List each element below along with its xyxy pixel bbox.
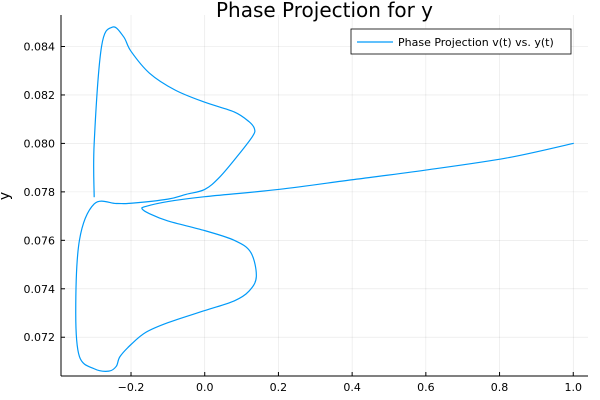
- chart-title: Phase Projection for y: [216, 0, 433, 22]
- y-tick-label: 0.072: [24, 331, 56, 344]
- y-ticks-layer: 0.072 0.074 0.076 0.078 0.080 0.082 0.084: [24, 40, 65, 344]
- x-tick-label: 0.6: [417, 381, 435, 394]
- legend-label: Phase Projection v(t) vs. y(t): [398, 36, 554, 49]
- x-tick-label: 1.0: [565, 381, 583, 394]
- y-tick-label: 0.074: [24, 283, 56, 296]
- x-tick-label: −0.2: [118, 381, 145, 394]
- x-tick-label: 0.8: [491, 381, 509, 394]
- axes-layer: [60, 15, 588, 377]
- y-axis-label: y: [0, 192, 13, 200]
- y-tick-label: 0.080: [24, 137, 56, 150]
- series-layer: [75, 26, 574, 372]
- y-tick-label: 0.082: [24, 89, 56, 102]
- y-tick-label: 0.084: [24, 40, 56, 53]
- x-tick-label: 0.0: [196, 381, 214, 394]
- y-tick-label: 0.078: [24, 186, 56, 199]
- x-tick-label: 0.4: [343, 381, 361, 394]
- legend: Phase Projection v(t) vs. y(t): [350, 28, 572, 55]
- series-line: [75, 26, 574, 372]
- x-ticks-layer: −0.2 0.0 0.2 0.4 0.6 0.8 1.0: [118, 372, 582, 394]
- y-tick-label: 0.076: [24, 234, 56, 247]
- x-tick-label: 0.2: [270, 381, 288, 394]
